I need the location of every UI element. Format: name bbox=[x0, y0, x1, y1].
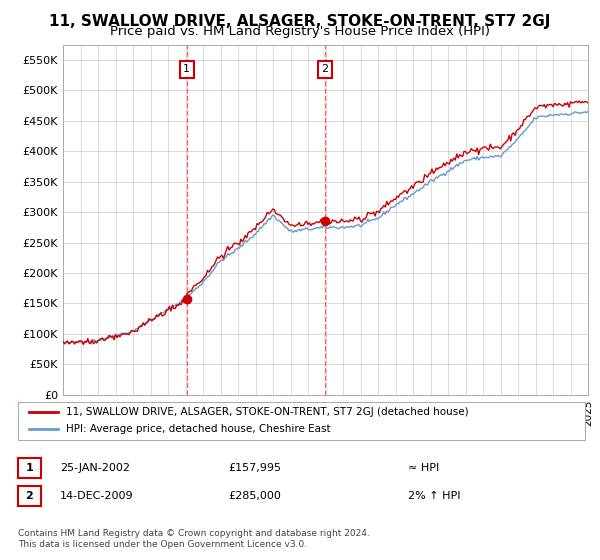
Text: Price paid vs. HM Land Registry's House Price Index (HPI): Price paid vs. HM Land Registry's House … bbox=[110, 25, 490, 38]
Text: 11, SWALLOW DRIVE, ALSAGER, STOKE-ON-TRENT, ST7 2GJ: 11, SWALLOW DRIVE, ALSAGER, STOKE-ON-TRE… bbox=[49, 14, 551, 29]
Text: ≈ HPI: ≈ HPI bbox=[408, 463, 439, 473]
Text: 1: 1 bbox=[183, 64, 190, 74]
Text: 25-JAN-2002: 25-JAN-2002 bbox=[60, 463, 130, 473]
Text: £157,995: £157,995 bbox=[228, 463, 281, 473]
Text: 2: 2 bbox=[321, 64, 328, 74]
Text: Contains HM Land Registry data © Crown copyright and database right 2024.
This d: Contains HM Land Registry data © Crown c… bbox=[18, 529, 370, 549]
Text: 11, SWALLOW DRIVE, ALSAGER, STOKE-ON-TRENT, ST7 2GJ (detached house): 11, SWALLOW DRIVE, ALSAGER, STOKE-ON-TRE… bbox=[66, 407, 469, 417]
Text: £285,000: £285,000 bbox=[228, 491, 281, 501]
Text: 1: 1 bbox=[26, 463, 33, 473]
Text: 2: 2 bbox=[26, 491, 33, 501]
Text: HPI: Average price, detached house, Cheshire East: HPI: Average price, detached house, Ches… bbox=[66, 424, 331, 435]
Text: 2% ↑ HPI: 2% ↑ HPI bbox=[408, 491, 461, 501]
Text: 14-DEC-2009: 14-DEC-2009 bbox=[60, 491, 134, 501]
